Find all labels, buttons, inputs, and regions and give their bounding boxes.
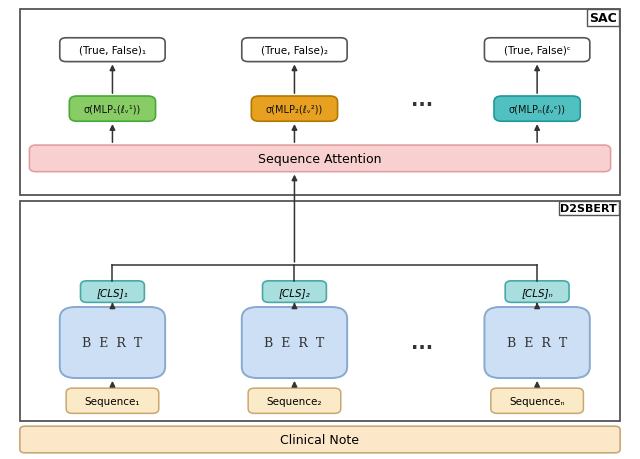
Text: ...: ... (411, 333, 433, 352)
Text: (True, False)₁: (True, False)₁ (79, 45, 146, 56)
FancyBboxPatch shape (252, 97, 337, 122)
FancyBboxPatch shape (69, 97, 156, 122)
Text: Sequence Attention: Sequence Attention (259, 152, 381, 166)
Text: [CLS]₁: [CLS]₁ (97, 287, 129, 297)
FancyBboxPatch shape (66, 388, 159, 414)
FancyBboxPatch shape (491, 388, 584, 414)
Text: B  E  R  T: B E R T (83, 336, 143, 349)
FancyBboxPatch shape (494, 97, 580, 122)
FancyBboxPatch shape (60, 39, 165, 62)
FancyBboxPatch shape (242, 39, 347, 62)
Text: D2SBERT: D2SBERT (560, 203, 617, 213)
FancyBboxPatch shape (484, 307, 590, 378)
Text: Sequence₂: Sequence₂ (267, 396, 322, 406)
Text: SAC: SAC (589, 12, 617, 25)
FancyBboxPatch shape (60, 307, 165, 378)
Bar (20, 10, 620, 195)
FancyBboxPatch shape (262, 281, 326, 303)
Text: [CLS]₂: [CLS]₂ (278, 287, 310, 297)
FancyBboxPatch shape (505, 281, 569, 303)
Text: Sequence₁: Sequence₁ (84, 396, 140, 406)
Text: σ(MLP₁(ℓᵥ¹)): σ(MLP₁(ℓᵥ¹)) (84, 104, 141, 114)
FancyBboxPatch shape (248, 388, 340, 414)
Text: σ(MLP₂(ℓᵥ²)): σ(MLP₂(ℓᵥ²)) (266, 104, 323, 114)
Text: (True, False)₂: (True, False)₂ (261, 45, 328, 56)
Text: Clinical Note: Clinical Note (280, 433, 360, 446)
Text: ...: ... (411, 91, 433, 110)
FancyBboxPatch shape (484, 39, 590, 62)
FancyBboxPatch shape (20, 426, 620, 453)
FancyBboxPatch shape (29, 146, 611, 172)
Text: (True, False)ᶜ: (True, False)ᶜ (504, 45, 570, 56)
Text: σ(MLPₙ(ℓᵥᶜ)): σ(MLPₙ(ℓᵥᶜ)) (509, 104, 566, 114)
FancyBboxPatch shape (242, 307, 347, 378)
Bar (20, 201, 620, 421)
Text: Sequenceₙ: Sequenceₙ (509, 396, 565, 406)
FancyBboxPatch shape (81, 281, 145, 303)
Text: [CLS]ₙ: [CLS]ₙ (521, 287, 553, 297)
Text: B  E  R  T: B E R T (507, 336, 567, 349)
Text: B  E  R  T: B E R T (264, 336, 324, 349)
